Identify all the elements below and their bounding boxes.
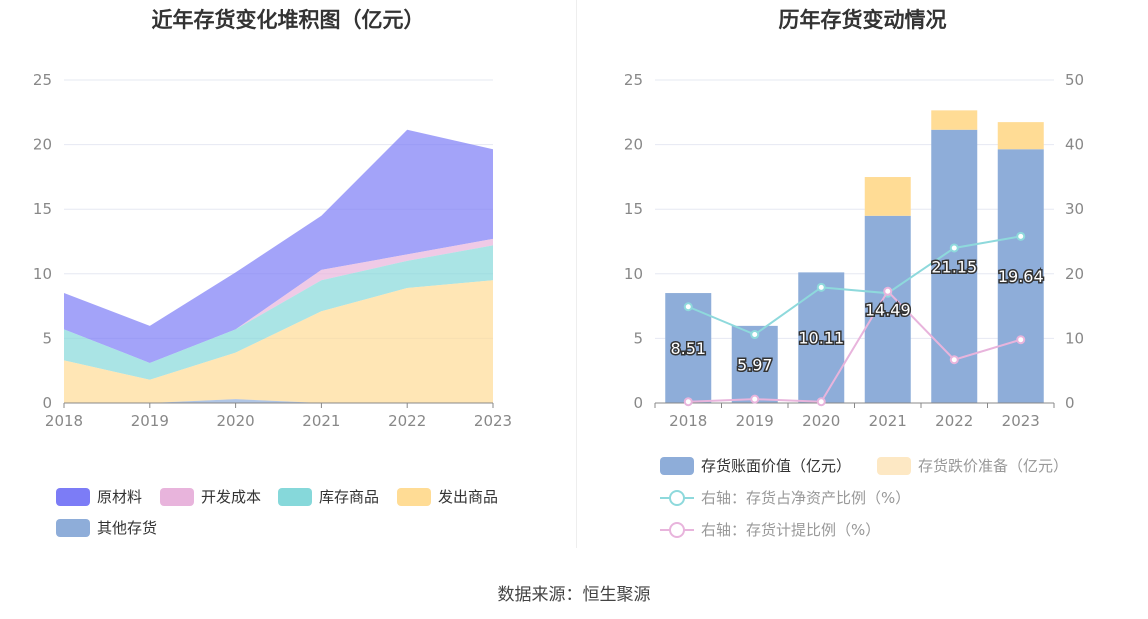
line-point (1016, 335, 1026, 345)
bar-data-label: 5.97 (737, 355, 773, 374)
bar-line-chart: 0 5 10 15 20 25 0 10 20 30 40 50 2018 2019 2020 2021 202… (624, 71, 1084, 430)
legend-swatch (877, 456, 911, 475)
bar-data-label: 19.64 (998, 267, 1044, 286)
y-tick-label: 25 (624, 71, 643, 89)
bar-book-value (997, 149, 1044, 403)
legend-line-swatch (660, 489, 694, 507)
legend-label: 右轴：存货计提比例（%） (701, 521, 881, 539)
area-开发成本 (64, 238, 493, 363)
data-source-note: 数据来源：恒生聚源 (497, 585, 651, 605)
y-tick-label: 25 (33, 71, 52, 89)
legend-item[interactable]: 发出商品 (397, 486, 498, 507)
legend-line-swatch (660, 521, 694, 539)
legend-label: 原材料 (97, 488, 143, 506)
bar-line-chart-panel: 历年存货变动情况 0 5 10 15 20 25 0 10 20 30 40 50 2018 2019 20… (577, 0, 1148, 560)
line-point (949, 243, 959, 253)
legend-label: 库存商品 (319, 488, 380, 506)
left-chart-title: 近年存货变化堆积图（亿元） (151, 8, 425, 32)
y-tick-label: 0 (633, 394, 643, 412)
y-tick-label: 20 (624, 136, 643, 154)
x-tick-label: 2023 (474, 412, 512, 430)
legend-swatch (397, 487, 431, 506)
y-tick-label: 5 (42, 329, 52, 347)
bar-data-label: 14.49 (865, 300, 911, 319)
y2-tick-label: 0 (1065, 394, 1075, 412)
y2-tick-label: 50 (1065, 71, 1084, 89)
x-tick-label: 2018 (45, 412, 83, 430)
area-原材料 (64, 129, 493, 363)
line-series (687, 235, 1021, 336)
legend-item[interactable]: 存货跌价准备（亿元） (877, 455, 1068, 476)
legend-label: 开发成本 (201, 488, 262, 506)
bar-impairment (931, 110, 978, 130)
legend-label: 发出商品 (438, 488, 499, 506)
y2-tick-label: 10 (1065, 329, 1084, 347)
legend-label: 其他存货 (97, 519, 158, 537)
y2-tick-label: 40 (1065, 136, 1084, 154)
y2-tick-label: 20 (1065, 265, 1084, 283)
legend-item[interactable]: 右轴：存货占净资产比例（%） (660, 487, 910, 508)
bar-book-value (798, 272, 845, 403)
y2-tick-label: 30 (1065, 200, 1084, 218)
x-tick-label: 2019 (736, 412, 774, 430)
area-库存商品 (64, 245, 493, 380)
bar-impairment (864, 177, 911, 216)
y-tick-label: 15 (33, 200, 52, 218)
stacked-area-chart-panel: 近年存货变化堆积图（亿元） 0 5 10 15 20 25 2018 2019 2020 2021… (0, 0, 576, 560)
x-tick-label: 2019 (131, 412, 169, 430)
line-point (816, 282, 826, 292)
line-point (750, 394, 760, 404)
bar-impairment (997, 122, 1044, 150)
legend-swatch (56, 487, 90, 506)
y-tick-label: 5 (633, 329, 643, 347)
legend-item[interactable]: 库存商品 (278, 486, 379, 507)
legend-swatch (56, 518, 90, 537)
bar-book-value (864, 215, 911, 403)
y-tick-label: 15 (624, 200, 643, 218)
x-tick-label: 2022 (388, 412, 426, 430)
stacked-area-chart: 0 5 10 15 20 25 2018 2019 2020 2021 2022 2023 (33, 71, 512, 430)
legend-item[interactable]: 原材料 (56, 486, 142, 507)
line-point (683, 302, 693, 312)
x-tick-label: 2020 (802, 412, 840, 430)
legend-item[interactable]: 开发成本 (160, 486, 261, 507)
bar-data-label: 10.11 (798, 329, 844, 348)
x-tick-label: 2023 (1002, 412, 1040, 430)
x-tick-label: 2022 (935, 412, 973, 430)
x-tick-label: 2018 (669, 412, 707, 430)
right-chart-title: 历年存货变动情况 (778, 8, 947, 32)
bar-data-label: 8.51 (670, 339, 706, 358)
legend-swatch (660, 456, 694, 475)
y-tick-label: 0 (42, 394, 52, 412)
line-point (816, 397, 826, 407)
line-point (683, 397, 693, 407)
legend-label: 存货跌价准备（亿元） (918, 457, 1069, 475)
y-tick-label: 20 (33, 136, 52, 154)
legend-item[interactable]: 存货账面价值（亿元） (660, 455, 851, 476)
area-其他存货 (64, 399, 493, 403)
x-tick-label: 2021 (869, 412, 907, 430)
legend-item[interactable]: 其他存货 (56, 517, 157, 538)
area-发出商品 (64, 280, 493, 403)
bar-data-label: 21.15 (931, 257, 977, 276)
line-point (949, 355, 959, 365)
legend-label: 右轴：存货占净资产比例（%） (701, 489, 911, 507)
x-tick-label: 2021 (302, 412, 340, 430)
legend-swatch (160, 487, 194, 506)
line-series (688, 289, 1022, 403)
panel-divider (576, 0, 577, 548)
line-point (750, 330, 760, 340)
line-point (883, 286, 893, 296)
y-tick-label: 10 (624, 265, 643, 283)
legend-item[interactable]: 右轴：存货计提比例（%） (660, 519, 880, 540)
legend-label: 存货账面价值（亿元） (701, 457, 852, 475)
y-tick-label: 10 (33, 265, 52, 283)
bar-book-value (665, 293, 712, 403)
line-point (1016, 231, 1026, 241)
legend-swatch (278, 487, 312, 506)
x-tick-label: 2020 (217, 412, 255, 430)
